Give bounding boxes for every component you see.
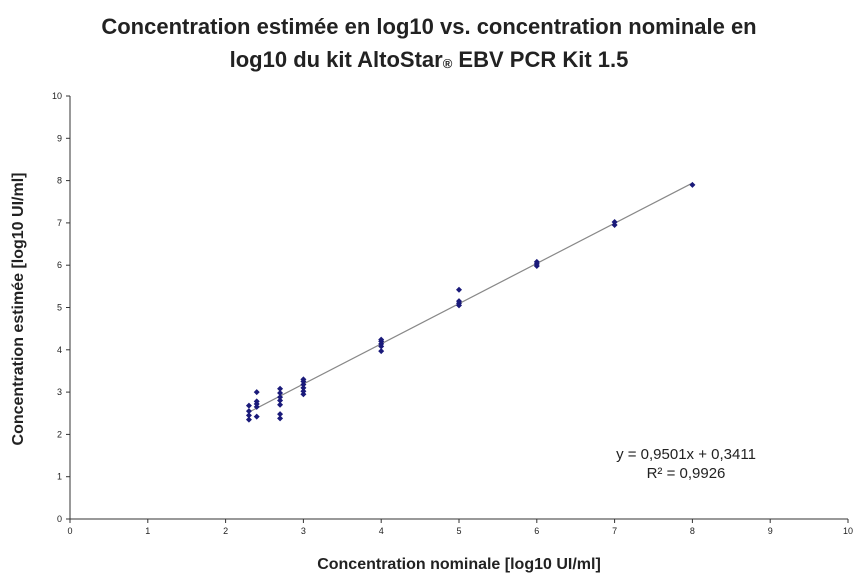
data-point <box>277 394 284 401</box>
y-tick-label: 7 <box>57 218 62 228</box>
data-point <box>300 384 307 391</box>
r-squared-label: R² = 0,9926 <box>647 465 726 482</box>
data-point <box>300 388 307 395</box>
x-tick-label: 7 <box>612 526 617 536</box>
x-tick-label: 6 <box>534 526 539 536</box>
data-point <box>456 286 462 293</box>
data-point <box>245 402 252 409</box>
data-point <box>277 415 284 422</box>
y-tick-label: 8 <box>57 176 62 186</box>
x-tick-label: 8 <box>690 526 695 536</box>
y-ticks: 0 1 2 3 4 5 6 7 8 9 10 <box>52 91 70 524</box>
x-axis-title: Concentration nominale [log10 UI/ml] <box>317 556 601 573</box>
y-tick-label: 6 <box>57 260 62 270</box>
data-point <box>689 181 696 188</box>
data-point <box>456 298 462 305</box>
data-point <box>277 397 284 404</box>
y-tick-label: 4 <box>57 345 62 355</box>
data-point <box>245 408 252 415</box>
x-tick-label: 5 <box>456 526 461 536</box>
data-point <box>245 416 252 423</box>
x-tick-label: 4 <box>379 526 384 536</box>
y-tick-label: 5 <box>57 303 62 313</box>
chart-title-line2-text: log10 du kit AltoStar <box>229 47 443 72</box>
x-tick-label: 2 <box>223 526 228 536</box>
data-point <box>245 412 252 419</box>
chart-title-line1: Concentration estimée en log10 vs. conce… <box>101 14 757 39</box>
data-point <box>611 219 618 226</box>
data-point <box>300 376 307 383</box>
data-point <box>253 389 260 396</box>
y-tick-label: 9 <box>57 133 62 143</box>
x-tick-label: 10 <box>843 526 853 536</box>
x-ticks: 0 1 2 3 4 5 6 7 8 9 10 <box>67 519 853 536</box>
y-axis-title: Concentration estimée [log10 UI/ml] <box>10 173 27 446</box>
chart-title: Concentration estimée en log10 vs. conce… <box>0 10 858 76</box>
data-point <box>277 401 284 408</box>
data-point <box>378 336 385 343</box>
y-tick-label: 10 <box>52 91 62 101</box>
data-point <box>277 389 284 396</box>
data-point <box>533 258 540 265</box>
y-tick-label: 0 <box>57 514 62 524</box>
data-point <box>277 385 284 392</box>
x-tick-label: 1 <box>145 526 150 536</box>
registered-mark: ® <box>442 56 453 71</box>
trendline <box>248 182 693 413</box>
x-tick-label: 3 <box>301 526 306 536</box>
data-point <box>378 348 385 355</box>
data-points <box>245 181 696 423</box>
data-point <box>277 411 284 418</box>
x-tick-label: 0 <box>67 526 72 536</box>
chart-title-line2-suffix: EBV PCR Kit 1.5 <box>452 47 629 72</box>
y-tick-label: 2 <box>57 429 62 439</box>
chart-title-line2: log10 du kit AltoStar® EBV PCR Kit 1.5 <box>0 43 858 76</box>
trendline-equation: y = 0,9501x + 0,3411 <box>616 446 756 463</box>
y-tick-label: 3 <box>57 387 62 397</box>
data-point <box>253 413 260 420</box>
x-tick-label: 9 <box>768 526 773 536</box>
data-point <box>253 398 260 405</box>
y-tick-label: 1 <box>57 472 62 482</box>
